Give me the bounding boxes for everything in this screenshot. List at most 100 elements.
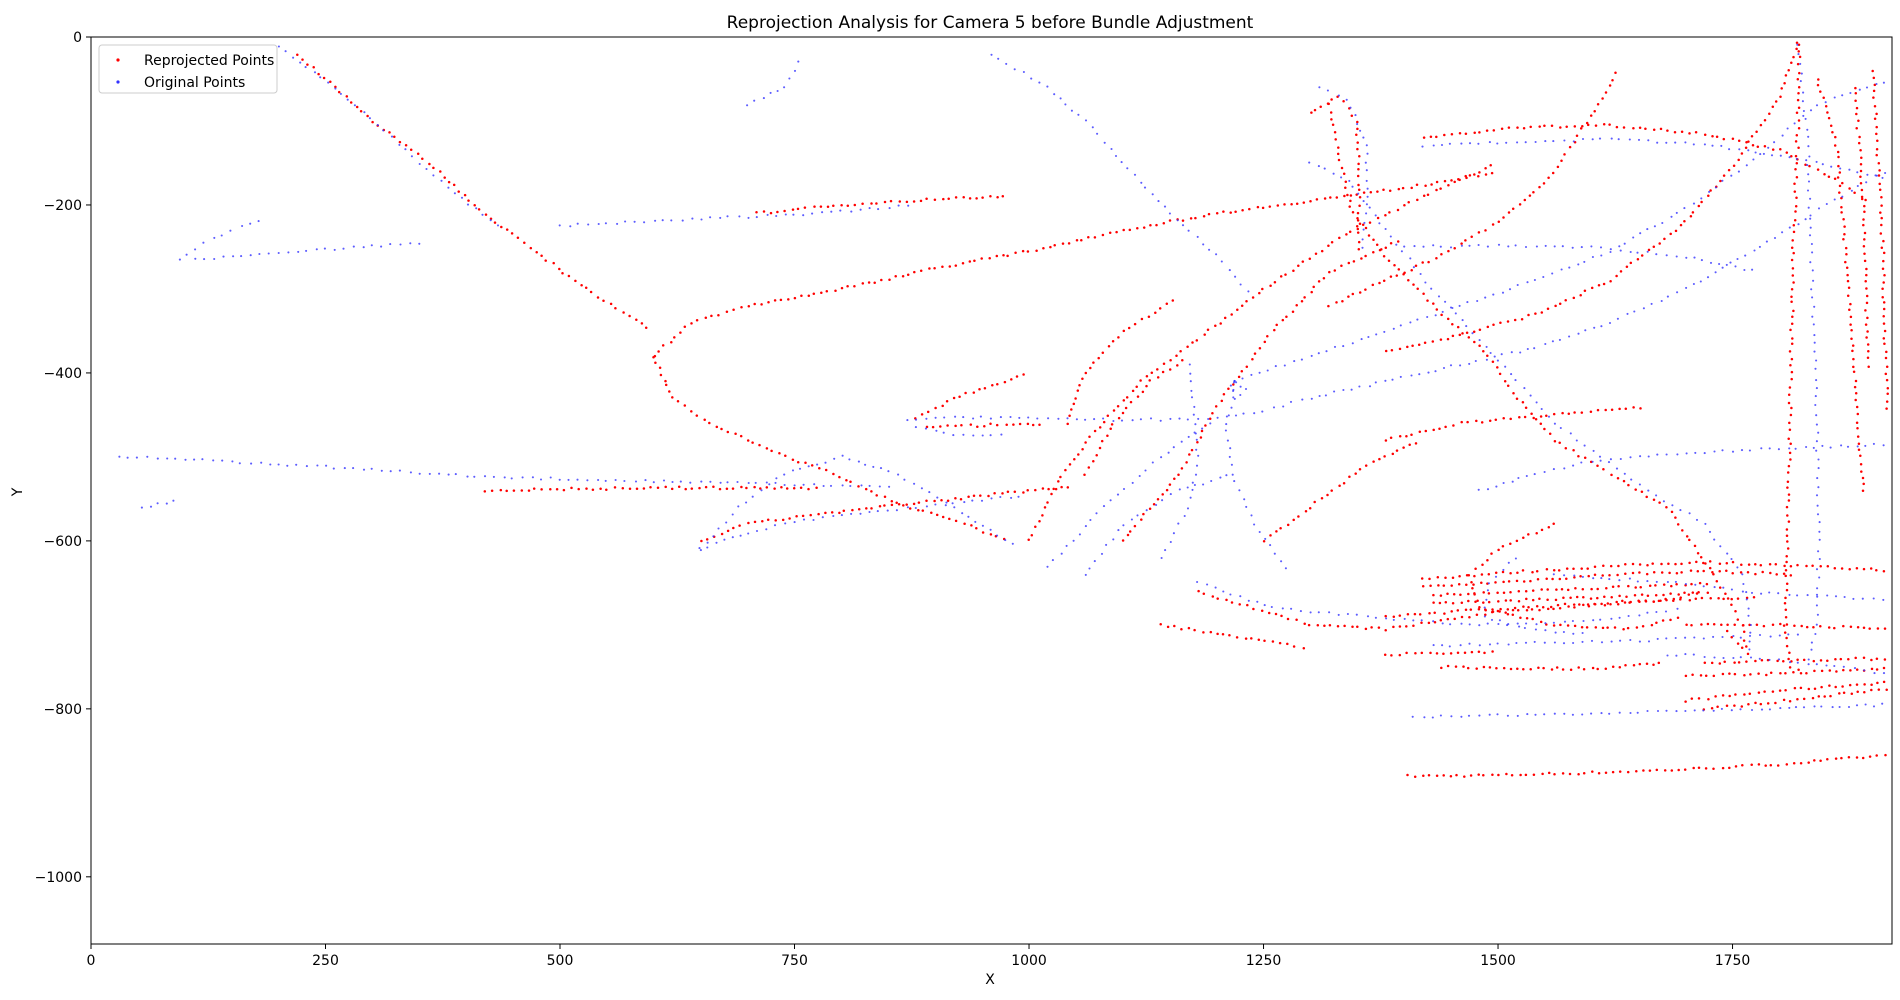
data-point	[1460, 615, 1464, 619]
data-point	[1159, 419, 1162, 422]
data-point	[1881, 295, 1884, 299]
data-point	[1399, 375, 1402, 378]
data-point	[339, 92, 342, 95]
data-point	[1568, 335, 1571, 338]
data-point	[1227, 414, 1230, 417]
data-point	[1559, 623, 1562, 627]
data-point	[1665, 141, 1668, 144]
data-point	[1763, 145, 1767, 148]
data-point	[1112, 409, 1116, 412]
data-point	[953, 506, 956, 509]
data-point	[1796, 658, 1799, 661]
data-point	[1202, 592, 1206, 596]
data-point	[1789, 328, 1792, 332]
data-point	[934, 406, 937, 410]
data-point	[1502, 666, 1506, 670]
data-point	[1431, 716, 1434, 719]
data-point	[1609, 280, 1612, 283]
data-point	[1446, 617, 1450, 621]
data-point	[1496, 642, 1499, 645]
data-point	[1157, 200, 1160, 203]
data-point	[1485, 358, 1488, 361]
data-point	[838, 475, 841, 479]
data-point	[1882, 666, 1886, 670]
data-point	[1432, 644, 1435, 647]
data-point	[1194, 473, 1198, 476]
data-point	[1639, 407, 1642, 410]
data-point	[1081, 377, 1084, 381]
data-point	[1502, 416, 1505, 420]
data-point	[978, 387, 981, 391]
data-point	[1797, 223, 1800, 226]
data-point	[819, 205, 823, 208]
data-point	[779, 298, 783, 302]
data-point	[1216, 597, 1219, 600]
data-point	[1790, 406, 1793, 410]
data-point	[1273, 328, 1276, 332]
data-point	[1609, 458, 1612, 461]
data-point	[1440, 253, 1443, 256]
data-point	[1800, 624, 1803, 628]
data-point	[1809, 226, 1812, 229]
data-point	[388, 131, 391, 134]
data-point	[1466, 666, 1470, 670]
data-point	[1474, 359, 1477, 363]
data-point	[1747, 703, 1750, 706]
data-point	[1392, 625, 1395, 629]
data-point	[1432, 593, 1435, 597]
data-point	[473, 204, 476, 207]
data-point	[1484, 229, 1487, 232]
data-point	[558, 224, 561, 227]
data-point	[1564, 447, 1568, 450]
data-point	[1384, 246, 1388, 250]
data-point	[1860, 470, 1863, 473]
data-point	[1488, 419, 1492, 422]
data-point	[1808, 164, 1811, 168]
data-point	[1097, 356, 1100, 360]
data-point	[1882, 81, 1885, 84]
data-point	[1763, 119, 1767, 122]
data-point	[989, 533, 993, 536]
data-point	[1590, 245, 1593, 248]
data-point	[731, 487, 735, 490]
data-point	[1473, 574, 1476, 578]
data-point	[1652, 128, 1656, 132]
data-point	[1839, 657, 1843, 661]
data-point	[1304, 509, 1308, 513]
data-point	[327, 81, 330, 84]
data-point	[1409, 321, 1412, 324]
data-point	[1413, 245, 1416, 248]
data-point	[1652, 663, 1655, 666]
data-point	[1571, 619, 1574, 623]
data-point	[1473, 593, 1476, 596]
data-point	[1589, 597, 1593, 600]
data-point	[1178, 488, 1181, 491]
data-point	[1591, 666, 1595, 670]
data-point	[839, 209, 842, 212]
data-point	[1421, 585, 1425, 588]
data-point	[1691, 591, 1695, 594]
data-point	[1368, 206, 1371, 209]
data-point	[1375, 243, 1379, 247]
data-point	[1784, 689, 1787, 692]
data-point	[1629, 600, 1632, 604]
data-point	[833, 457, 836, 460]
data-point	[1433, 621, 1437, 624]
data-point	[1787, 499, 1791, 502]
data-point	[1330, 489, 1333, 492]
data-point	[1336, 152, 1340, 156]
data-point	[1537, 666, 1540, 669]
data-point	[1155, 223, 1158, 227]
data-point	[890, 503, 894, 507]
data-point	[552, 261, 555, 265]
data-point	[676, 400, 680, 403]
data-point	[135, 456, 138, 459]
data-point	[821, 211, 824, 214]
data-point	[1486, 325, 1490, 329]
data-point	[1432, 244, 1435, 247]
data-point	[1465, 325, 1468, 328]
data-point	[250, 462, 253, 465]
data-point	[1438, 601, 1442, 605]
data-point	[1638, 563, 1642, 566]
data-point	[972, 494, 976, 498]
